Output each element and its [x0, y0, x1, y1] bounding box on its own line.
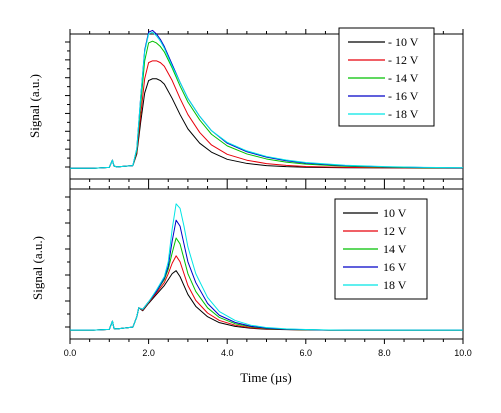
top-legend-label: - 16 V — [388, 89, 419, 103]
bottom-plot-lines — [70, 203, 463, 331]
bottom-legend-label: 14 V — [383, 242, 407, 256]
bottom-legend-label: 10 V — [383, 206, 407, 220]
top-y-axis-label: Signal (a.u.) — [27, 74, 42, 138]
x-tick-label: 0.0 — [64, 348, 77, 358]
bottom-x-tick-labels: 0.0 2.0 4.0 6.0 8.0 10.0 — [64, 348, 472, 358]
x-tick-label: 4.0 — [221, 348, 234, 358]
bottom-legend-label: 12 V — [383, 224, 407, 238]
bottom-series-line-5 — [70, 203, 463, 331]
top-panel: Signal (a.u.) - 10 V- 12 V- 14 V- 16 V- … — [27, 27, 464, 184]
x-tick-label: 8.0 — [378, 348, 391, 358]
bottom-axis-ticks — [65, 184, 464, 344]
bottom-panel: 0.0 2.0 4.0 6.0 8.0 10.0 Signal (a.u.) Time (… — [30, 184, 472, 385]
top-legend-label: - 12 V — [388, 53, 419, 67]
x-tick-label: 6.0 — [300, 348, 313, 358]
top-legend: - 10 V - 12 V - 14 V - 16 V - 18 V — [338, 27, 435, 127]
x-axis-label: Time (µs) — [240, 370, 291, 385]
x-tick-label: 2.0 — [142, 348, 155, 358]
top-legend-box — [338, 27, 435, 127]
x-tick-label: 10.0 — [454, 348, 472, 358]
top-series-line-5 — [70, 31, 464, 169]
bottom-legend: 10 V 12 V 14 V 16 V 18 V — [334, 198, 428, 300]
bottom-legend-label: 16 V — [383, 260, 407, 274]
bottom-legend-label: 18 V — [383, 278, 407, 292]
bottom-y-axis-label: Signal (a.u.) — [30, 236, 45, 300]
top-plot-lines — [70, 29, 464, 169]
top-legend-label: - 14 V — [388, 71, 419, 85]
top-legend-label: - 18 V — [388, 107, 419, 121]
top-legend-label: - 10 V — [388, 35, 419, 49]
